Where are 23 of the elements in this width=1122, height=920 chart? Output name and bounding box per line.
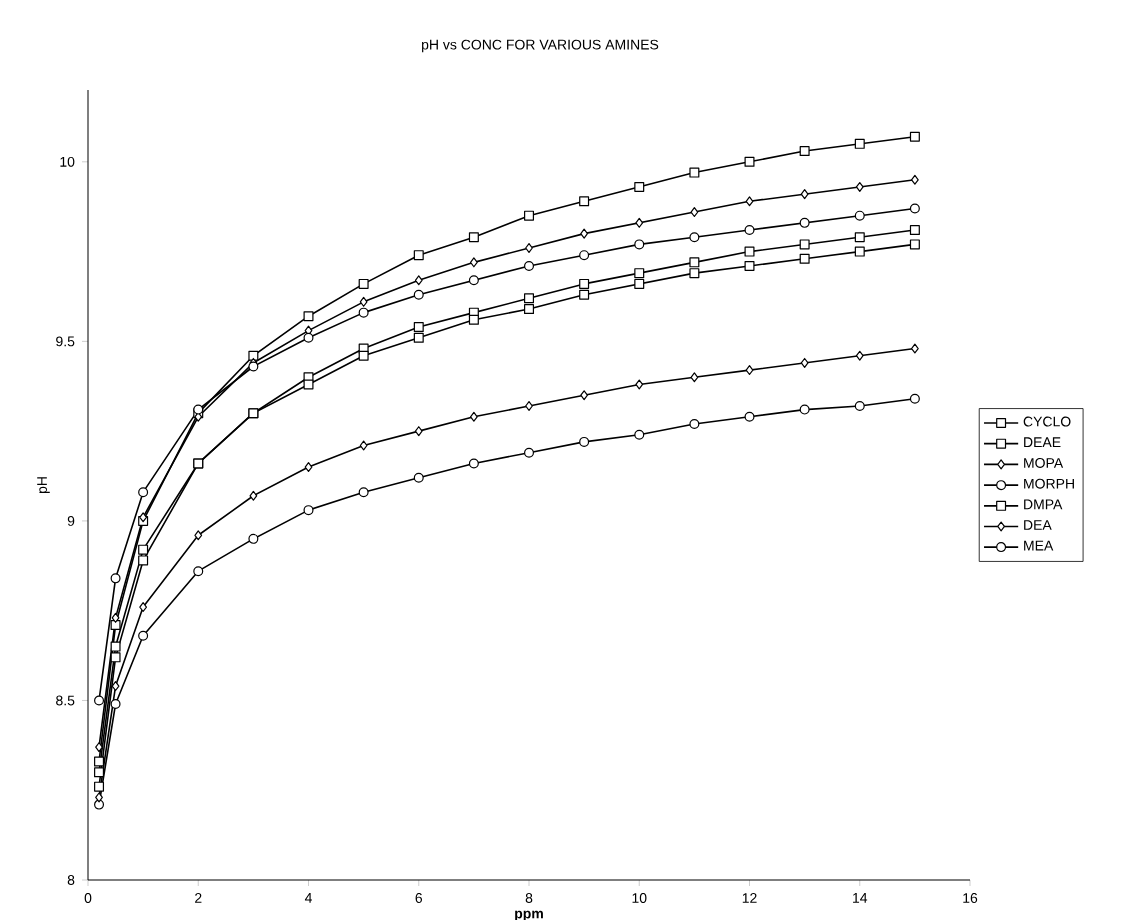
y-tick-label: 10 xyxy=(60,156,75,167)
y-tick-label: 9.5 xyxy=(56,336,75,347)
x-tick-label: 0 xyxy=(84,893,92,903)
legend-label: DEA xyxy=(1024,520,1052,530)
legend-label: MOPA xyxy=(1024,458,1064,468)
legend-label: MORPH xyxy=(1024,478,1074,489)
x-tick-label: 4 xyxy=(304,893,312,903)
y-axis-title: pH xyxy=(37,477,50,494)
x-tick-label: 10 xyxy=(632,893,647,903)
chart-title: pH vs CONC FOR VARIOUS AMINES xyxy=(422,39,659,53)
x-tick-label: 14 xyxy=(853,893,868,903)
y-tick-label: 8.5 xyxy=(56,695,75,706)
y-tick-label: 9 xyxy=(67,515,75,526)
legend-label: DMPA xyxy=(1024,499,1063,510)
x-tick-label: 2 xyxy=(195,893,202,903)
legend-label: MEA xyxy=(1024,540,1054,551)
x-tick-label: 12 xyxy=(742,893,757,903)
x-tick-label: 8 xyxy=(525,893,533,903)
legend-label: DEAE xyxy=(1024,437,1061,447)
x-tick-label: 6 xyxy=(415,893,423,903)
y-tick-label: 8 xyxy=(67,875,75,885)
legend-label: CYCLO xyxy=(1023,416,1071,427)
x-tick-label: 16 xyxy=(963,893,978,903)
